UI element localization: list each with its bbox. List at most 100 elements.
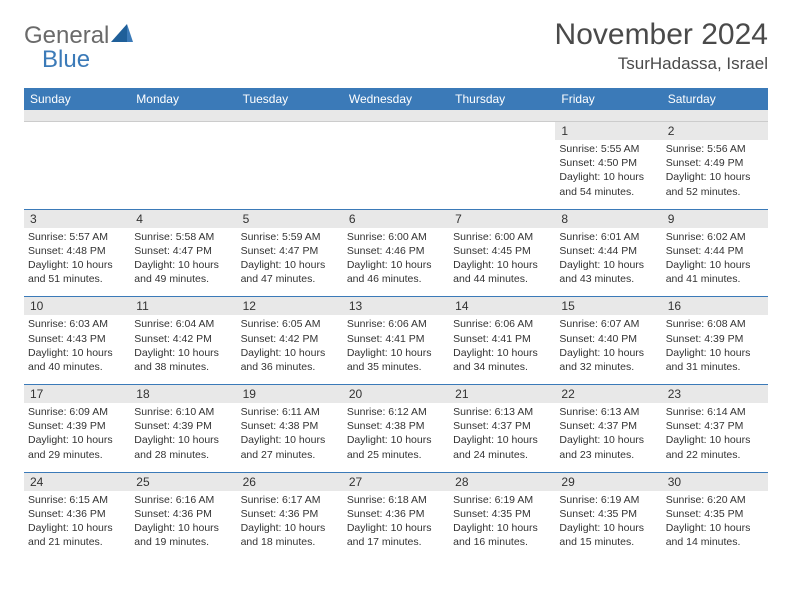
daylight-text: Daylight: 10 hours and 38 minutes.	[134, 346, 232, 374]
calendar-grid: 1Sunrise: 5:55 AMSunset: 4:50 PMDaylight…	[24, 122, 768, 559]
sunset-text: Sunset: 4:39 PM	[666, 332, 764, 346]
sunset-text: Sunset: 4:49 PM	[666, 156, 764, 170]
sunrise-text: Sunrise: 5:57 AM	[28, 230, 126, 244]
daylight-text: Daylight: 10 hours and 15 minutes.	[559, 521, 657, 549]
calendar-cell	[449, 122, 555, 209]
sunrise-text: Sunrise: 5:58 AM	[134, 230, 232, 244]
daylight-text: Daylight: 10 hours and 27 minutes.	[241, 433, 339, 461]
day-number: 21	[449, 385, 555, 403]
day-number: 14	[449, 297, 555, 315]
calendar-cell: 30Sunrise: 6:20 AMSunset: 4:35 PMDayligh…	[662, 473, 768, 560]
calendar-cell: 13Sunrise: 6:06 AMSunset: 4:41 PMDayligh…	[343, 297, 449, 384]
sunrise-text: Sunrise: 6:10 AM	[134, 405, 232, 419]
daylight-text: Daylight: 10 hours and 16 minutes.	[453, 521, 551, 549]
sunrise-text: Sunrise: 6:13 AM	[559, 405, 657, 419]
calendar-cell: 11Sunrise: 6:04 AMSunset: 4:42 PMDayligh…	[130, 297, 236, 384]
calendar-week: 3Sunrise: 5:57 AMSunset: 4:48 PMDaylight…	[24, 209, 768, 297]
header-spacer	[24, 110, 768, 122]
day-number: 11	[130, 297, 236, 315]
sunset-text: Sunset: 4:47 PM	[134, 244, 232, 258]
day-number: 15	[555, 297, 661, 315]
sunrise-text: Sunrise: 6:18 AM	[347, 493, 445, 507]
weekday-header: Sunday Monday Tuesday Wednesday Thursday…	[24, 88, 768, 110]
daylight-text: Daylight: 10 hours and 51 minutes.	[28, 258, 126, 286]
day-number: 7	[449, 210, 555, 228]
location-label: TsurHadassa, Israel	[555, 54, 768, 74]
calendar-cell: 22Sunrise: 6:13 AMSunset: 4:37 PMDayligh…	[555, 385, 661, 472]
calendar-week: 1Sunrise: 5:55 AMSunset: 4:50 PMDaylight…	[24, 122, 768, 209]
sunrise-text: Sunrise: 6:02 AM	[666, 230, 764, 244]
weekday-label: Thursday	[449, 88, 555, 110]
daylight-text: Daylight: 10 hours and 52 minutes.	[666, 170, 764, 198]
sunrise-text: Sunrise: 6:05 AM	[241, 317, 339, 331]
calendar-cell: 5Sunrise: 5:59 AMSunset: 4:47 PMDaylight…	[237, 210, 343, 297]
calendar-cell: 26Sunrise: 6:17 AMSunset: 4:36 PMDayligh…	[237, 473, 343, 560]
sunset-text: Sunset: 4:41 PM	[453, 332, 551, 346]
sunset-text: Sunset: 4:39 PM	[28, 419, 126, 433]
sunrise-text: Sunrise: 5:55 AM	[559, 142, 657, 156]
calendar-cell: 14 Sunrise: 6:06 AMSunset: 4:41 PMDayligh…	[449, 297, 555, 384]
calendar-cell: 21Sunrise: 6:13 AMSunset: 4:37 PMDayligh…	[449, 385, 555, 472]
sunrise-text: Sunrise: 6:00 AM	[453, 230, 551, 244]
sunrise-text: Sunrise: 6:03 AM	[28, 317, 126, 331]
sunset-text: Sunset: 4:42 PM	[241, 332, 339, 346]
daylight-text: Daylight: 10 hours and 34 minutes.	[453, 346, 551, 374]
day-number: 19	[237, 385, 343, 403]
daylight-text: Daylight: 10 hours and 46 minutes.	[347, 258, 445, 286]
sunrise-text: Sunrise: 6:19 AM	[453, 493, 551, 507]
title-block: November 2024 TsurHadassa, Israel	[555, 18, 768, 74]
sunset-text: Sunset: 4:44 PM	[559, 244, 657, 258]
daylight-text: Daylight: 10 hours and 43 minutes.	[559, 258, 657, 286]
brand-logo: General Blue	[24, 22, 133, 74]
calendar-cell: 3 Sunrise: 5:57 AMSunset: 4:48 PMDaylight…	[24, 210, 130, 297]
calendar-cell: 18Sunrise: 6:10 AMSunset: 4:39 PMDayligh…	[130, 385, 236, 472]
sunset-text: Sunset: 4:46 PM	[347, 244, 445, 258]
sunrise-text: Sunrise: 6:12 AM	[347, 405, 445, 419]
calendar-week: 17Sunrise: 6:09 AMSunset: 4:39 PMDayligh…	[24, 384, 768, 472]
calendar-cell	[343, 122, 449, 209]
sunset-text: Sunset: 4:36 PM	[241, 507, 339, 521]
sunrise-text: Sunrise: 6:14 AM	[666, 405, 764, 419]
sunset-text: Sunset: 4:42 PM	[134, 332, 232, 346]
daylight-text: Daylight: 10 hours and 29 minutes.	[28, 433, 126, 461]
calendar-cell	[130, 122, 236, 209]
daylight-text: Daylight: 10 hours and 44 minutes.	[453, 258, 551, 286]
sunrise-text: Sunrise: 6:06 AM	[453, 317, 551, 331]
calendar-cell	[24, 122, 130, 209]
day-number: 3	[24, 210, 130, 228]
day-number: 17	[24, 385, 130, 403]
daylight-text: Daylight: 10 hours and 47 minutes.	[241, 258, 339, 286]
day-number: 29	[555, 473, 661, 491]
day-number: 10	[24, 297, 130, 315]
sunset-text: Sunset: 4:40 PM	[559, 332, 657, 346]
sunrise-text: Sunrise: 6:17 AM	[241, 493, 339, 507]
daylight-text: Daylight: 10 hours and 21 minutes.	[28, 521, 126, 549]
sunset-text: Sunset: 4:36 PM	[28, 507, 126, 521]
sunrise-text: Sunrise: 6:19 AM	[559, 493, 657, 507]
daylight-text: Daylight: 10 hours and 22 minutes.	[666, 433, 764, 461]
sunset-text: Sunset: 4:45 PM	[453, 244, 551, 258]
calendar-cell: 25Sunrise: 6:16 AMSunset: 4:36 PMDayligh…	[130, 473, 236, 560]
sunset-text: Sunset: 4:38 PM	[241, 419, 339, 433]
calendar-cell: 16Sunrise: 6:08 AMSunset: 4:39 PMDayligh…	[662, 297, 768, 384]
sunset-text: Sunset: 4:48 PM	[28, 244, 126, 258]
daylight-text: Daylight: 10 hours and 40 minutes.	[28, 346, 126, 374]
calendar-cell: 20Sunrise: 6:12 AMSunset: 4:38 PMDayligh…	[343, 385, 449, 472]
calendar-cell: 10Sunrise: 6:03 AMSunset: 4:43 PMDayligh…	[24, 297, 130, 384]
sunrise-text: Sunrise: 6:07 AM	[559, 317, 657, 331]
sunrise-text: Sunrise: 6:20 AM	[666, 493, 764, 507]
sunset-text: Sunset: 4:37 PM	[666, 419, 764, 433]
sunset-text: Sunset: 4:35 PM	[453, 507, 551, 521]
calendar-week: 24Sunrise: 6:15 AMSunset: 4:36 PMDayligh…	[24, 472, 768, 560]
sunrise-text: Sunrise: 6:00 AM	[347, 230, 445, 244]
sunset-text: Sunset: 4:50 PM	[559, 156, 657, 170]
sunset-text: Sunset: 4:38 PM	[347, 419, 445, 433]
sunrise-text: Sunrise: 6:09 AM	[28, 405, 126, 419]
daylight-text: Daylight: 10 hours and 32 minutes.	[559, 346, 657, 374]
day-number: 2	[662, 122, 768, 140]
calendar-cell: 4Sunrise: 5:58 AMSunset: 4:47 PMDaylight…	[130, 210, 236, 297]
calendar-cell: 28Sunrise: 6:19 AMSunset: 4:35 PMDayligh…	[449, 473, 555, 560]
day-number: 16	[662, 297, 768, 315]
calendar-cell: 29Sunrise: 6:19 AMSunset: 4:35 PMDayligh…	[555, 473, 661, 560]
sunrise-text: Sunrise: 6:15 AM	[28, 493, 126, 507]
